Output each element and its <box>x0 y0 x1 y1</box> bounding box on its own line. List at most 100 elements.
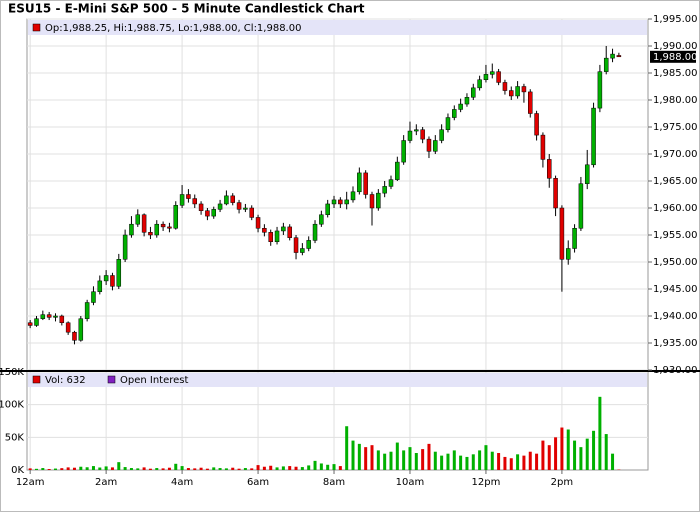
candle-body <box>116 259 122 287</box>
candle-body <box>122 234 128 260</box>
x-tick-label: 6am <box>247 477 269 488</box>
volume-bar <box>364 447 368 470</box>
volume-bar <box>205 468 209 470</box>
volume-bar <box>611 453 615 470</box>
candle-body <box>160 223 166 228</box>
volume-bar <box>573 440 577 470</box>
volume-bar <box>167 467 171 470</box>
volume-bar <box>218 468 222 470</box>
y-tick-label: 1,970.00 <box>653 149 698 160</box>
candle-body <box>483 74 489 80</box>
volume-bar <box>53 468 57 470</box>
candle-body <box>110 275 115 287</box>
candle-body <box>173 205 179 229</box>
candle-body <box>274 230 280 242</box>
legend-text: Vol: 632 <box>45 375 86 386</box>
candle-body <box>591 107 596 166</box>
volume-bar <box>224 468 228 470</box>
candle-body <box>401 140 406 163</box>
volume-bar <box>91 466 95 470</box>
volume-bar <box>148 468 152 470</box>
volume-bar <box>237 468 241 470</box>
candle-body <box>205 210 210 217</box>
volume-bar <box>484 445 488 470</box>
volume-bar <box>117 462 121 470</box>
candle-body <box>528 91 533 114</box>
volume-bar <box>186 468 190 470</box>
candle-body <box>521 86 527 93</box>
candle-body <box>236 202 242 210</box>
volume-bar <box>528 451 532 470</box>
x-tick-label: 2am <box>95 477 117 488</box>
volume-bar <box>28 468 32 470</box>
candle-body <box>217 203 223 210</box>
y-tick-label: 150K <box>0 367 24 378</box>
candle-body <box>376 192 381 209</box>
y-tick-label: 1,975.00 <box>653 122 698 133</box>
volume-bar <box>281 466 285 470</box>
volume-bar <box>85 467 89 470</box>
volume-bar <box>592 430 596 470</box>
y-tick-label: 1,985.00 <box>653 68 698 79</box>
candle-body <box>97 280 103 292</box>
legend-swatch <box>107 375 116 384</box>
volume-bar <box>535 453 539 470</box>
volume-bar <box>66 467 70 470</box>
y-tick-label: 1,940.00 <box>653 311 698 322</box>
candle-body <box>382 186 387 194</box>
candle-body <box>198 203 204 211</box>
volume-bar <box>585 438 589 470</box>
volume-bar <box>408 447 412 470</box>
volume-bar <box>598 396 602 470</box>
candle-body <box>281 226 286 232</box>
volume-bar <box>478 450 482 470</box>
candle-body <box>319 214 324 225</box>
candle-body <box>40 314 46 319</box>
candle-body <box>357 172 362 193</box>
volume-bar <box>256 465 260 470</box>
y-tick-label: 1,990.00 <box>653 41 698 52</box>
candle-body <box>414 129 419 132</box>
volume-bar <box>269 465 273 470</box>
volume-bar <box>307 465 311 470</box>
volume-bar <box>579 447 583 470</box>
candle-body <box>546 159 552 179</box>
volume-bar <box>421 449 425 470</box>
candle-body <box>325 203 330 215</box>
y-tick-label: 1,995.00 <box>653 14 698 25</box>
candle-body <box>135 214 141 225</box>
candle-body <box>129 223 134 236</box>
volume-bar <box>351 440 355 470</box>
volume-bar <box>262 466 266 470</box>
volume-bar <box>60 468 64 470</box>
volume-bar <box>547 445 551 470</box>
candle-body <box>34 318 39 326</box>
candle-body <box>363 172 368 195</box>
y-tick-label: 50K <box>5 432 25 443</box>
legend-swatch <box>32 375 41 384</box>
candle-body <box>369 194 375 209</box>
volume-bar <box>345 426 349 470</box>
volume-bar <box>465 456 469 470</box>
y-tick-label: 1,945.00 <box>653 284 698 295</box>
volume-bar <box>490 451 494 470</box>
volume-bar <box>72 467 76 470</box>
volume-bar <box>541 440 545 470</box>
candle-body <box>445 117 451 130</box>
volume-bar <box>110 467 114 470</box>
candle-body <box>471 87 476 98</box>
x-tick-label: 8am <box>323 477 345 488</box>
volume-bar <box>376 450 380 470</box>
volume-bar <box>300 467 304 470</box>
volume-bar <box>389 451 393 470</box>
volume-bar <box>319 463 323 470</box>
candle-body <box>27 322 33 326</box>
volume-bar <box>522 455 526 470</box>
candle-body <box>578 183 584 229</box>
candle-body <box>395 161 400 180</box>
x-tick-label: 4am <box>171 477 193 488</box>
candle-body <box>420 129 425 140</box>
candle-body <box>559 207 565 260</box>
volume-bar <box>332 464 336 470</box>
